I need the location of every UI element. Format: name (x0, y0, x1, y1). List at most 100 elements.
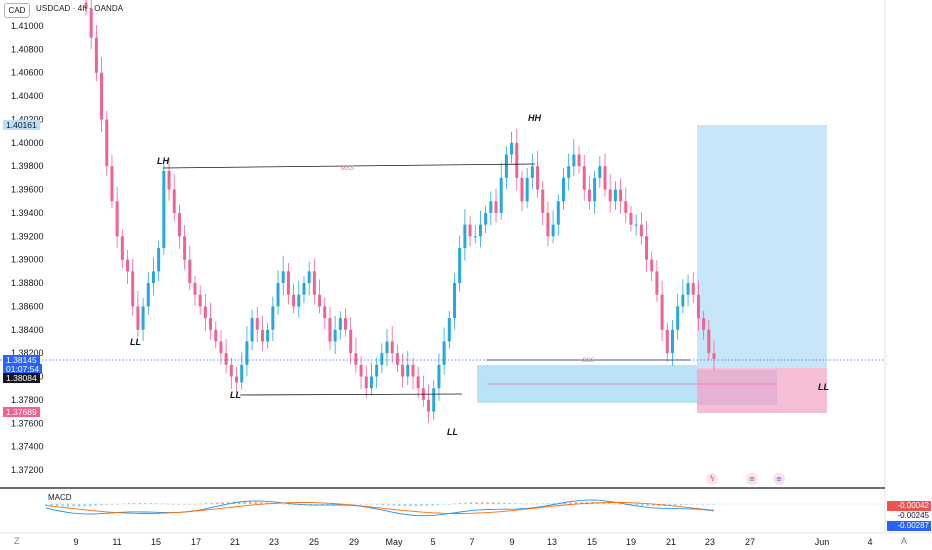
price-tick-label: 1.39800 (11, 161, 44, 171)
macd-bar (94, 504, 97, 506)
macd-bar (547, 503, 550, 504)
candle-body (395, 353, 399, 365)
macd-bar (83, 504, 86, 507)
macd-line-value: -0.00245 (887, 511, 931, 521)
macd-bar (530, 503, 533, 505)
candle-body (655, 271, 659, 295)
candle-body (541, 189, 545, 213)
time-tick-label: 25 (309, 537, 319, 547)
currency-selector[interactable]: CAD (4, 3, 30, 18)
candle-body (209, 318, 213, 330)
time-tick-label: 21 (230, 537, 240, 547)
price-tick-label: 1.39000 (11, 255, 44, 265)
macd-bar (392, 504, 395, 506)
ll-line[interactable] (239, 393, 463, 396)
macd-bar (56, 504, 59, 507)
time-tick-label: 23 (269, 537, 279, 547)
time-tick-label: 4 (867, 537, 872, 547)
candle-body (707, 329, 711, 354)
candle-body (712, 353, 716, 359)
sss-label: SSS (582, 358, 594, 364)
macd-bar (536, 503, 539, 505)
candle-body (577, 154, 581, 167)
macd-bar (508, 503, 511, 504)
macd-bar (635, 504, 638, 506)
candle-body (608, 189, 612, 202)
target-price-tag: 1.40161 (3, 120, 40, 130)
candle-body (691, 283, 695, 295)
candle-body (338, 318, 342, 330)
candle-body (136, 306, 140, 330)
bar-countdown-tag: 01:07:54 (3, 364, 43, 374)
candle-body (385, 341, 389, 354)
macd-bar (370, 504, 373, 505)
flash-event-icon[interactable]: ϟ (706, 473, 718, 485)
candle-body (447, 318, 451, 342)
macd-bar (685, 504, 688, 505)
macd-bar (260, 502, 263, 504)
candle-body (214, 329, 218, 342)
candles[interactable] (84, 0, 716, 423)
time-tick-label: 15 (587, 537, 597, 547)
price-tick-label: 1.40200 (11, 114, 44, 124)
ll-label-1: LL (130, 337, 141, 347)
us-flag-icon[interactable]: ≡ (746, 473, 758, 485)
time-tick-label: 21 (666, 537, 676, 547)
candle-body (235, 376, 239, 383)
macd-bar (503, 502, 506, 504)
macd-bar (287, 504, 290, 505)
macd-bar (668, 504, 671, 506)
macd-bar (398, 504, 401, 507)
time-axis[interactable]: 9 11 15 17 21 23 25 29 May 5 7 9 13 15 19 21 23 27 Jun 4 (73, 537, 872, 547)
macd-bar (155, 503, 158, 504)
macd-bar (409, 504, 412, 507)
target-zone[interactable] (697, 125, 827, 368)
macd-bar (464, 502, 467, 504)
time-tick-label: 11 (112, 537, 121, 547)
price-tick-label: 1.37400 (11, 442, 44, 452)
stop-price-tag: 1.37689 (3, 407, 40, 417)
time-tick-label: 7 (469, 537, 474, 547)
macd-bar (420, 504, 423, 507)
zoom-button[interactable]: Z (14, 536, 20, 546)
candle-body (229, 364, 233, 377)
macd-bar (183, 504, 186, 505)
candle-body (344, 318, 348, 330)
mss-line[interactable] (162, 163, 536, 169)
time-tick-label: May (385, 537, 403, 547)
macd-bar (470, 502, 473, 504)
macd-bar (569, 502, 572, 504)
candle-body (354, 353, 358, 365)
us-flag-icon-2[interactable]: ≡ (773, 473, 785, 485)
macd-bar (602, 502, 605, 504)
candle-body (359, 364, 363, 377)
candle-body (510, 142, 514, 155)
time-tick-label: 13 (547, 537, 557, 547)
price-tick-label: 1.38200 (11, 348, 44, 358)
price-tick-label: 1.37200 (11, 465, 44, 475)
macd-signal-line (45, 502, 715, 514)
candle-body (250, 318, 254, 342)
candle-body (89, 8, 93, 38)
macd-bar (679, 504, 682, 506)
candle-body (380, 353, 384, 365)
lh-label: LH (157, 156, 169, 166)
candle-body (530, 166, 534, 178)
price-tick-label: 1.40800 (11, 44, 44, 54)
time-tick-label: 5 (430, 537, 435, 547)
macd-signal-value: -0.00287 (887, 521, 931, 531)
candle-body (676, 306, 680, 330)
macd-pane[interactable] (45, 499, 885, 517)
macd-legend[interactable]: MACD (48, 493, 72, 502)
candle-body (572, 154, 576, 167)
candle-body (452, 283, 456, 319)
auto-scale-button[interactable]: A (901, 536, 908, 546)
symbol-title[interactable]: USDCAD · 4h · OANDA (36, 4, 124, 13)
candle-body (432, 388, 436, 412)
macd-bar (403, 504, 406, 507)
macd-bar (111, 504, 114, 505)
macd-bar (674, 504, 677, 506)
macd-bar (238, 501, 241, 504)
